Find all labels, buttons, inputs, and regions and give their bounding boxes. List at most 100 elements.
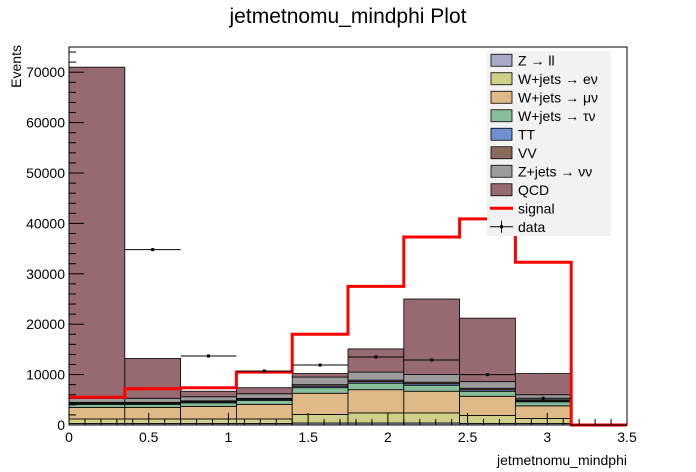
legend-label: QCD bbox=[518, 182, 549, 198]
legend-swatch bbox=[490, 183, 513, 197]
bar-3-3 bbox=[235, 399, 293, 405]
data-point-1 bbox=[124, 248, 181, 252]
bar-7-1 bbox=[124, 358, 182, 399]
legend-swatch bbox=[490, 90, 513, 104]
bar-2-7 bbox=[459, 395, 516, 416]
x-tick-label: 2.5 bbox=[458, 429, 478, 445]
data-point-5 bbox=[348, 355, 404, 359]
bar-2-5 bbox=[347, 389, 405, 414]
legend-swatch bbox=[490, 53, 513, 67]
bar-7-3 bbox=[235, 387, 293, 395]
y-axis-label: Events bbox=[8, 45, 24, 88]
legend-label: data bbox=[518, 219, 545, 235]
x-tick-label: 0 bbox=[65, 429, 73, 445]
stacked-histograms bbox=[68, 66, 572, 426]
legend-entry-1: W+jets → eν bbox=[490, 71, 598, 87]
plot-frame bbox=[68, 46, 628, 426]
bar-7-6 bbox=[403, 298, 460, 375]
legend-label: TT bbox=[518, 126, 536, 142]
x-tick-label: 1 bbox=[225, 429, 233, 445]
signal-step-line bbox=[69, 217, 627, 427]
stack-3 bbox=[68, 382, 572, 408]
bar-6-2 bbox=[180, 396, 237, 402]
bar-3-7 bbox=[459, 390, 516, 397]
legend-label: signal bbox=[518, 200, 555, 216]
bar-2-8 bbox=[515, 405, 572, 419]
bar-7-7 bbox=[459, 317, 516, 383]
legend-entry-5: VV bbox=[490, 145, 537, 161]
bar-6-5 bbox=[347, 371, 405, 381]
legend-label: Z+jets → νν bbox=[518, 163, 592, 179]
bar-7-8 bbox=[515, 373, 572, 396]
bar-7-4 bbox=[291, 373, 349, 378]
x-tick-label: 3.5 bbox=[617, 429, 637, 445]
y-tick-label: 40000 bbox=[26, 215, 65, 231]
bar-2-6 bbox=[403, 390, 460, 414]
legend-swatch bbox=[490, 109, 513, 123]
data-point-7 bbox=[459, 373, 516, 377]
bar-6-6 bbox=[403, 374, 460, 383]
chart-title: jetmetnomu_mindphi Plot bbox=[229, 5, 467, 28]
bar-3-1 bbox=[124, 403, 182, 408]
bar-3-8 bbox=[515, 401, 572, 407]
bar-7-2 bbox=[180, 390, 237, 398]
legend-entry-4: TT bbox=[490, 126, 536, 142]
x-tick-label: 0.5 bbox=[139, 429, 159, 445]
bar-2-0 bbox=[68, 406, 126, 420]
legend-entry-2: W+jets → μν bbox=[490, 89, 598, 105]
legend-swatch bbox=[490, 146, 513, 160]
y-tick-label: 70000 bbox=[26, 64, 65, 80]
x-tick-label: 3 bbox=[543, 429, 551, 445]
legend-entry-9: data bbox=[490, 219, 545, 235]
data-point-4 bbox=[292, 363, 348, 367]
y-tick-label: 50000 bbox=[26, 165, 65, 181]
legend-entry-3: W+jets → τν bbox=[490, 108, 596, 124]
data-points bbox=[124, 248, 572, 400]
legend-label: Z → ll bbox=[518, 52, 555, 68]
y-tick-label: 30000 bbox=[26, 266, 65, 282]
stack-7 bbox=[68, 66, 572, 399]
bar-3-6 bbox=[403, 384, 460, 392]
legend-swatch bbox=[490, 72, 513, 86]
data-point-2 bbox=[180, 354, 237, 358]
legend-label: W+jets → eν bbox=[518, 71, 598, 87]
x-axis-label: jetmetnomu_mindphi bbox=[496, 452, 627, 468]
y-tick-label: 20000 bbox=[26, 316, 65, 332]
bar-3-2 bbox=[180, 402, 237, 407]
stack-5 bbox=[68, 379, 572, 404]
x-tick-label: 1.5 bbox=[298, 429, 318, 445]
bar-3-0 bbox=[68, 403, 126, 408]
bar-6-3 bbox=[235, 393, 293, 399]
legend-swatch bbox=[490, 127, 513, 141]
bar-2-1 bbox=[124, 406, 182, 420]
data-point-8 bbox=[515, 396, 572, 400]
legend-entry-7: QCD bbox=[490, 182, 549, 198]
x-tick-label: 2 bbox=[384, 429, 392, 445]
axes: 0 0.5 1 1.5 2 2.5 3 3.5 0 10000 20000 30000 40000 500… bbox=[26, 51, 637, 445]
y-tick-label: 60000 bbox=[26, 115, 65, 131]
legend-entry-6: Z+jets → νν bbox=[490, 163, 592, 179]
bar-6-1 bbox=[124, 397, 182, 403]
data-point-6 bbox=[403, 358, 460, 362]
bar-2-4 bbox=[291, 392, 349, 415]
bar-6-7 bbox=[459, 381, 516, 389]
legend-label: VV bbox=[518, 145, 537, 161]
bar-6-4 bbox=[291, 376, 349, 386]
bar-6-0 bbox=[68, 397, 126, 403]
legend-label: W+jets → τν bbox=[518, 108, 596, 124]
data-point-3 bbox=[236, 369, 293, 373]
signal-line bbox=[69, 217, 627, 427]
legend-entry-8: signal bbox=[490, 200, 555, 216]
bar-7-5 bbox=[347, 348, 405, 373]
legend-entry-0: Z → ll bbox=[490, 52, 555, 68]
bar-7-0 bbox=[68, 66, 126, 399]
legend-swatch bbox=[490, 164, 513, 178]
bar-3-5 bbox=[347, 382, 405, 391]
y-tick-label: 0 bbox=[57, 417, 65, 433]
bar-2-3 bbox=[235, 403, 293, 420]
y-tick-label: 10000 bbox=[26, 367, 65, 383]
legend-swatch bbox=[500, 225, 503, 229]
legend-label: W+jets → μν bbox=[518, 89, 598, 105]
legend: Z → ll W+jets → eν W+jets → μν W+jets → τν T… bbox=[487, 51, 611, 236]
